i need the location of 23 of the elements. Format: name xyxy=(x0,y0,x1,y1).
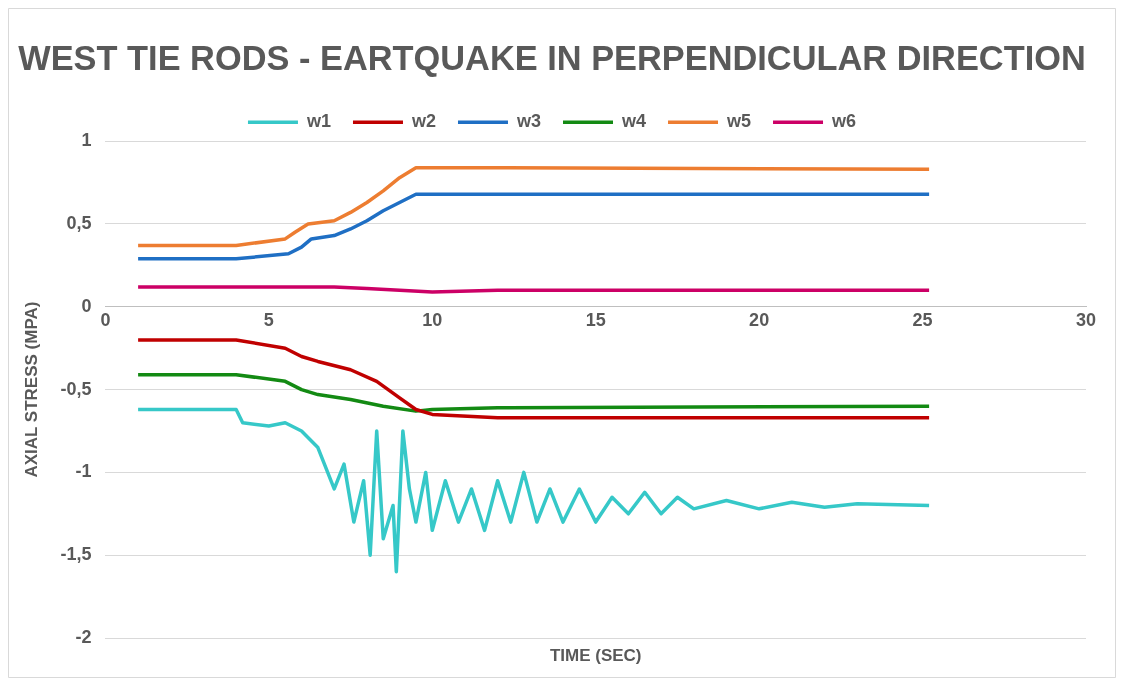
y-tick-label: 0 xyxy=(81,295,92,316)
x-tick-label: 25 xyxy=(912,309,933,330)
y-tick-label: 0,5 xyxy=(66,212,92,233)
legend-label: w1 xyxy=(305,111,331,132)
y-tick-label: -1,5 xyxy=(60,544,92,565)
x-tick-label: 30 xyxy=(1075,309,1097,330)
chart-title: WEST TIE RODS - EARTQUAKE IN PERPENDICULAR DIRECTION xyxy=(18,36,1086,77)
y-tick-label: -1 xyxy=(75,461,92,482)
legend-label: w4 xyxy=(621,111,647,132)
x-tick-label: 20 xyxy=(749,309,770,330)
x-tick-label: 15 xyxy=(585,309,606,330)
x-tick-label: 10 xyxy=(422,309,443,330)
x-tick-label: 5 xyxy=(263,309,274,330)
legend-label: w6 xyxy=(831,111,857,132)
legend-label: w5 xyxy=(726,111,752,132)
x-axis-title: TIME (SEC) xyxy=(549,646,642,666)
legend-label: w3 xyxy=(515,111,541,132)
y-tick-label: -0,5 xyxy=(60,378,92,399)
y-tick-label: 1 xyxy=(81,130,92,151)
x-tick-label: 0 xyxy=(100,309,111,330)
legend-label: w2 xyxy=(410,111,436,132)
y-axis-title: AXIAL STRESS (MPA) xyxy=(21,301,41,478)
y-tick-label: -2 xyxy=(75,626,92,647)
